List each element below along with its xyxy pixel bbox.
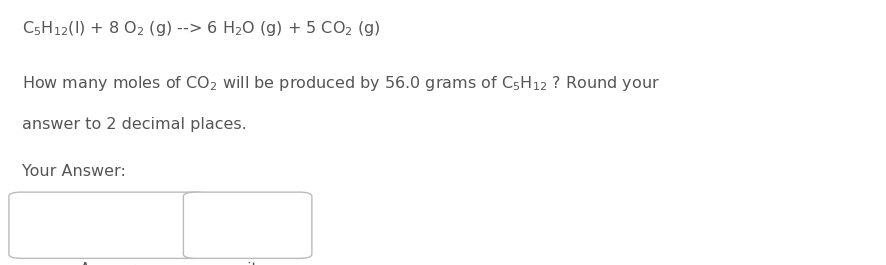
Text: answer to 2 decimal places.: answer to 2 decimal places. [22, 117, 247, 132]
Text: Your Answer:: Your Answer: [22, 164, 126, 179]
Text: units: units [229, 262, 267, 265]
Text: How many moles of $\mathregular{CO_2}$ will be produced by 56.0 grams of $\mathr: How many moles of $\mathregular{CO_2}$ w… [22, 74, 660, 93]
Text: $\mathregular{C_5H_{12}}$(l) + 8 $\mathregular{O_2}$ (g) --> 6 $\mathregular{H_2: $\mathregular{C_5H_{12}}$(l) + 8 $\mathr… [22, 19, 381, 38]
Text: Answer: Answer [81, 262, 136, 265]
FancyBboxPatch shape [183, 192, 312, 258]
FancyBboxPatch shape [9, 192, 208, 258]
